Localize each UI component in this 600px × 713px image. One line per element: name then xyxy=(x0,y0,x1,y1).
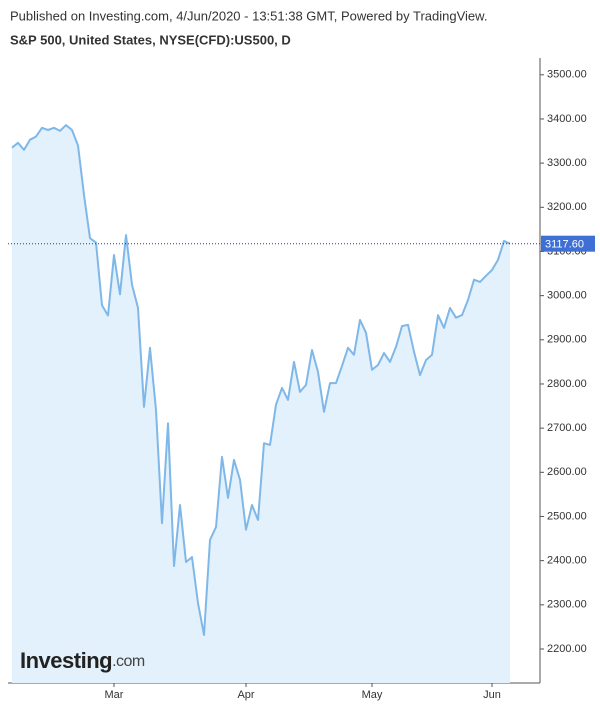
published-note: Published on Investing.com, 4/Jun/2020 -… xyxy=(10,8,487,23)
y-tick-label: 3200.00 xyxy=(547,201,587,213)
logo: Investing.com xyxy=(20,648,145,673)
y-tick-label: 2300.00 xyxy=(547,599,587,611)
y-tick-label: 3000.00 xyxy=(547,290,587,302)
y-tick-label: 3300.00 xyxy=(547,157,587,169)
area-fill xyxy=(12,125,510,684)
y-tick-label: 3500.00 xyxy=(547,69,587,81)
x-tick-label: May xyxy=(362,689,383,701)
y-tick-label: 2600.00 xyxy=(547,466,587,478)
chart-title: S&P 500, United States, NYSE(CFD):US500,… xyxy=(10,32,291,47)
y-tick-label: 2900.00 xyxy=(547,334,587,346)
y-tick-label: 2200.00 xyxy=(547,643,587,655)
last-price-label: 3117.60 xyxy=(545,239,584,251)
y-tick-label: 2700.00 xyxy=(547,422,587,434)
price-line xyxy=(11,124,511,636)
x-tick-label: Mar xyxy=(105,689,124,701)
x-tick-label: Jun xyxy=(483,689,501,701)
last-price-tag xyxy=(541,235,595,252)
x-tick-label: Apr xyxy=(237,689,254,701)
y-tick-label: 2800.00 xyxy=(547,378,587,390)
y-tick-label: 2500.00 xyxy=(547,510,587,522)
y-tick-label: 3400.00 xyxy=(547,113,587,125)
y-tick-label: 2400.00 xyxy=(547,555,587,567)
